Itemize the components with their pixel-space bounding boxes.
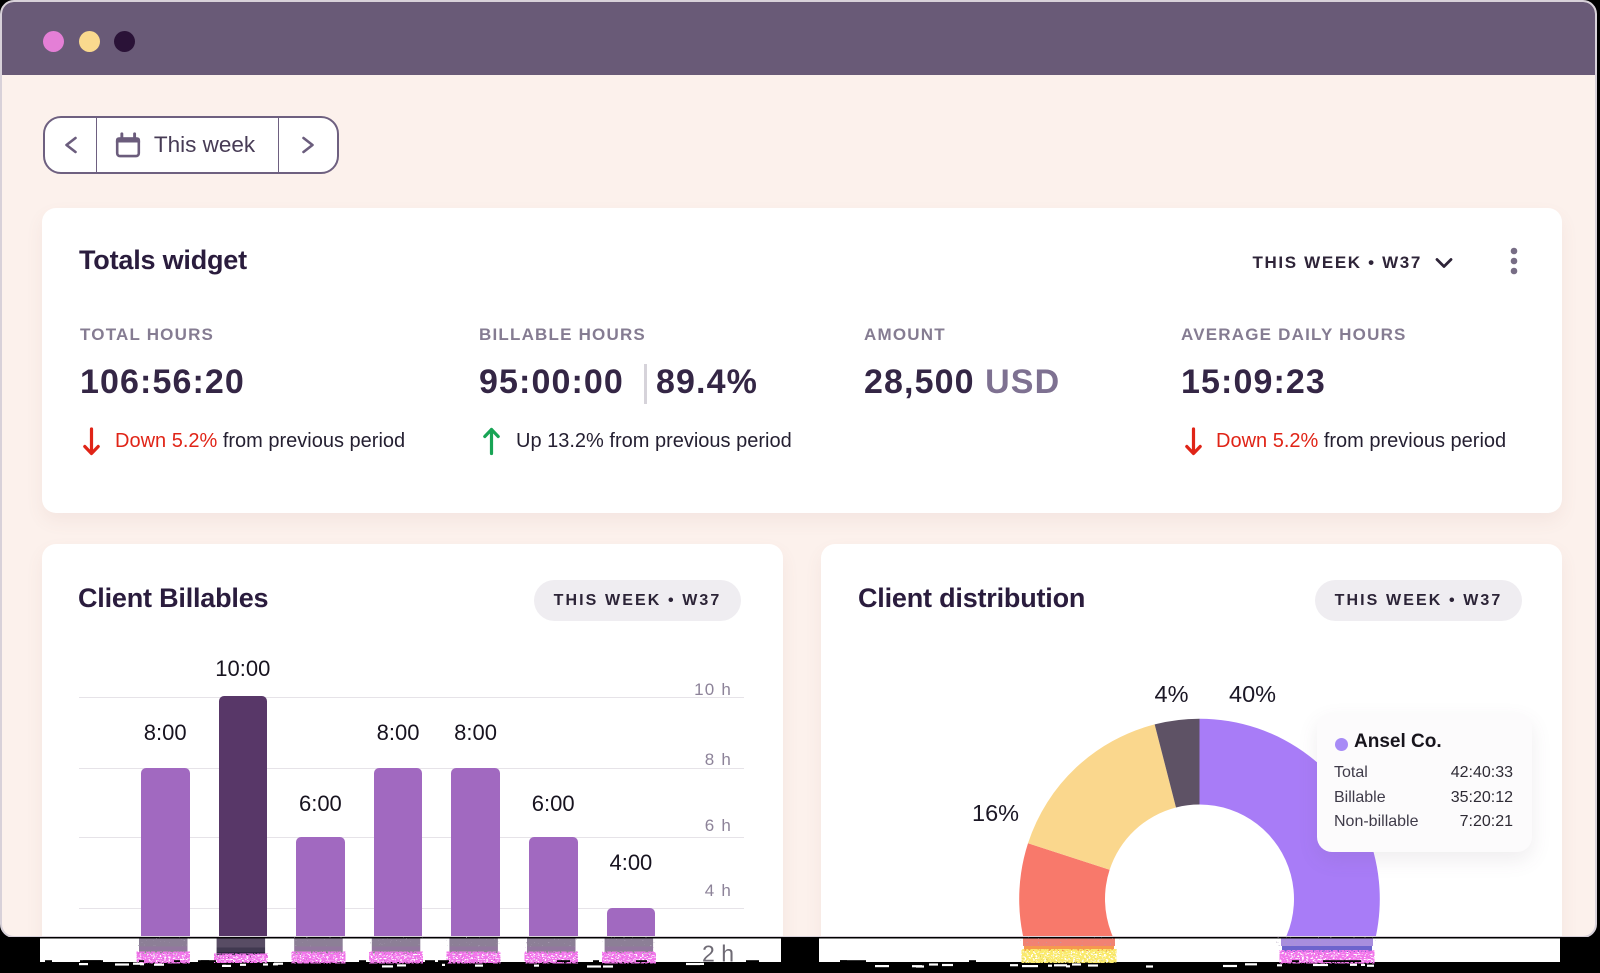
svg-text:2 h: 2 h (702, 941, 734, 967)
